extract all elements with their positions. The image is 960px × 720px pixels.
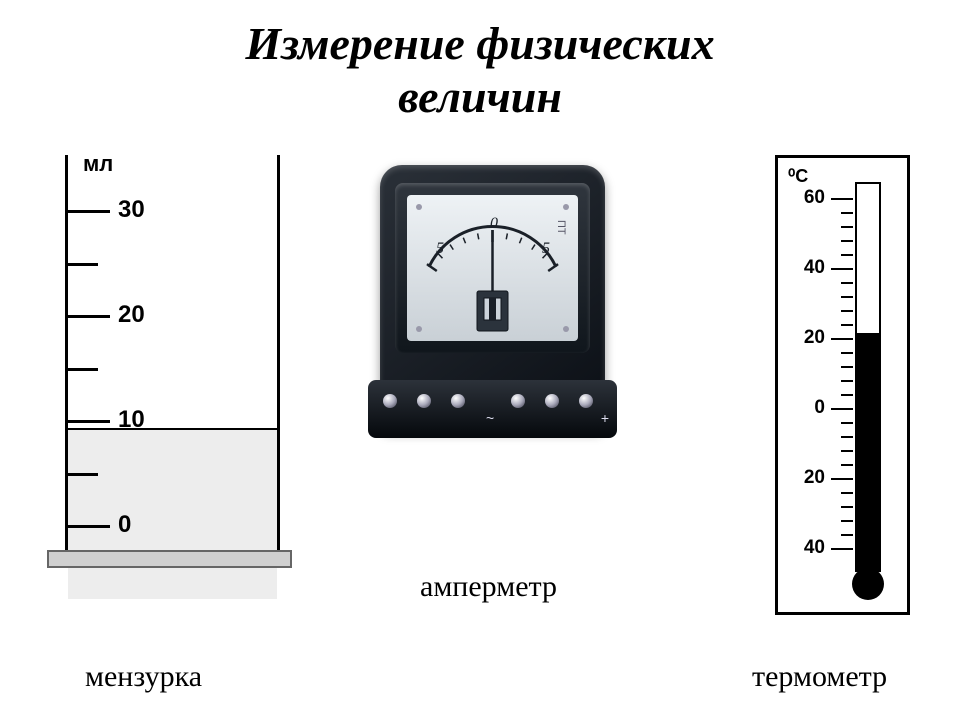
beaker-tick-minor [68, 263, 98, 266]
thermometer-tick-minor [841, 366, 853, 368]
thermometer-tick-minor [841, 492, 853, 494]
ammeter-dial: 5 0 5 ПТ [407, 195, 578, 341]
beaker-tick-major [68, 525, 110, 528]
thermometer-tick-minor [841, 254, 853, 256]
ammeter-model: ПТ [555, 220, 567, 235]
thermometer-tick-minor [841, 380, 853, 382]
beaker-tick-label: 20 [118, 301, 145, 329]
thermometer-unit: ⁰С [788, 166, 808, 187]
title-line1: Измерение физических [245, 18, 714, 69]
page-title: Измерение физических величин [0, 0, 960, 124]
thermometer-tick-label: 20 [804, 327, 825, 349]
thermometer-tick-minor [841, 394, 853, 396]
beaker-tick-label: 10 [118, 406, 145, 434]
beaker-tick-label: 0 [118, 511, 131, 539]
thermometer-tick-major [831, 408, 853, 410]
ammeter: 5 0 5 ПТ [380, 165, 605, 465]
ammeter-terminal [417, 394, 431, 408]
beaker-tick-minor [68, 473, 98, 476]
thermometer-tick-minor [841, 240, 853, 242]
thermometer-tick-minor [841, 282, 853, 284]
beaker: мл 0102030 [55, 155, 290, 605]
thermometer-tick-minor [841, 450, 853, 452]
thermometer-bulb [852, 568, 884, 600]
ammeter-base: ~ + [368, 380, 617, 438]
ammeter-terminal [579, 394, 593, 408]
diagram-area: мл 0102030 5 0 5 ПТ [0, 155, 960, 715]
thermometer-tick-minor [841, 310, 853, 312]
thermometer-tick-label: 0 [814, 397, 825, 419]
thermometer-tick-minor [841, 534, 853, 536]
thermometer-tick-label: 60 [804, 187, 825, 209]
thermometer-tick-minor [841, 226, 853, 228]
thermometer-tick-label: 40 [804, 257, 825, 279]
thermometer-tick-major [831, 198, 853, 200]
beaker-tick-major [68, 315, 110, 318]
ammeter-terminal [383, 394, 397, 408]
thermometer-tick-minor [841, 212, 853, 214]
ammeter-scale-zero: 0 [490, 215, 498, 232]
thermometer-tick-minor [841, 422, 853, 424]
thermometer-tick-minor [841, 324, 853, 326]
ammeter-frame: 5 0 5 ПТ [395, 183, 590, 353]
ammeter-terminal [451, 394, 465, 408]
thermometer-scale: 60402002040 [790, 198, 853, 568]
thermometer-tick-minor [841, 506, 853, 508]
ammeter-sign-ac: ~ [486, 410, 494, 426]
thermometer-tick-minor [841, 296, 853, 298]
thermometer-tick-label: 40 [804, 537, 825, 559]
ammeter-sign-plus: + [601, 410, 609, 426]
thermometer-tick-major [831, 478, 853, 480]
ammeter-body: 5 0 5 ПТ [380, 165, 605, 430]
thermometer-tube [855, 182, 881, 572]
thermometer-tick-minor [841, 464, 853, 466]
beaker-label: мензурка [85, 660, 202, 694]
thermometer-tick-label: 20 [804, 467, 825, 489]
beaker-tick-minor [68, 368, 98, 371]
thermometer-label: термометр [752, 660, 887, 694]
thermometer-fill [857, 333, 879, 570]
beaker-scale: 0 10 20 30 [68, 155, 168, 545]
ammeter-dial-svg: 5 0 5 ПТ [407, 195, 578, 341]
thermometer-tick-major [831, 338, 853, 340]
ammeter-scale-right: 5 [542, 240, 550, 257]
thermometer-tick-minor [841, 352, 853, 354]
ammeter-terminal [511, 394, 525, 408]
ammeter-label: амперметр [420, 570, 557, 604]
title-line2: величин [398, 71, 562, 122]
beaker-tick-major [68, 210, 110, 213]
ammeter-scale-left: 5 [436, 240, 444, 257]
thermometer-tick-major [831, 268, 853, 270]
ammeter-terminal [545, 394, 559, 408]
thermometer-tick-major [831, 548, 853, 550]
thermometer-tick-minor [841, 520, 853, 522]
beaker-tick-major [68, 420, 110, 423]
thermometer-tick-minor [841, 436, 853, 438]
beaker-tick-label: 30 [118, 196, 145, 224]
beaker-base [47, 550, 292, 568]
thermometer: ⁰С 60 40 20 0 20 40 [775, 155, 910, 615]
